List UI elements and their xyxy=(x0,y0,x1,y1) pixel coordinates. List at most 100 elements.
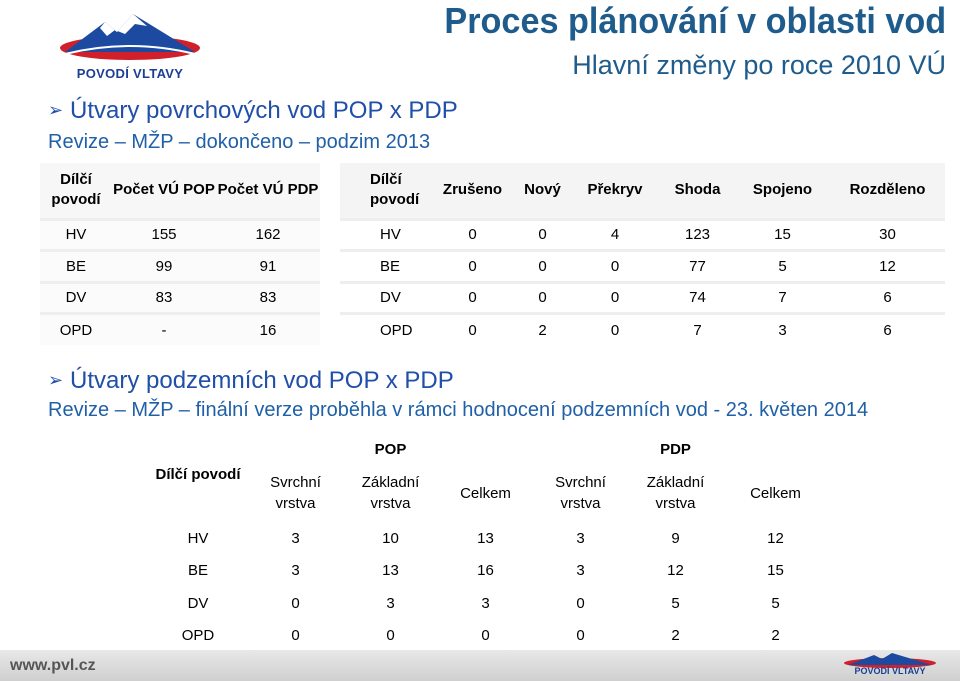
table-cell: OPD xyxy=(340,312,430,345)
table-cell: 0 xyxy=(570,280,660,314)
column-header: Svrchní vrstva xyxy=(270,474,321,512)
table-cell: 0 xyxy=(576,627,585,645)
mountain-logo-icon xyxy=(60,14,200,60)
table-cell: 12 xyxy=(667,562,684,580)
column-header: Překryv xyxy=(570,163,660,219)
table-cell: 3 xyxy=(386,594,395,612)
table-row: BE 0 0 0 77 5 12 xyxy=(340,249,945,282)
section1-sub: Revize – MŽP – dokončeno – podzim 2013 xyxy=(48,131,431,153)
table-cell: 0 xyxy=(515,217,570,251)
table-cell: 0 xyxy=(430,217,515,251)
column-header: Dílčí povodí xyxy=(40,163,112,219)
table-cell: HV xyxy=(340,217,430,251)
table-surface-changes: Dílčí povodí Zrušeno Nový Překryv Shoda … xyxy=(340,163,945,345)
table-cell: 3 xyxy=(291,562,300,580)
section1-heading-text: Útvary povrchových vod POP x PDP xyxy=(70,97,458,124)
table-cell: 5 xyxy=(735,249,830,282)
table-cell: 2 xyxy=(515,312,570,345)
table-cell: 155 xyxy=(112,217,216,251)
column-header: Spojeno xyxy=(735,163,830,219)
page-subtitle: Hlavní změny po roce 2010 VÚ xyxy=(572,50,946,80)
table-cell: 10 xyxy=(382,529,399,547)
table-row: OPD - 16 xyxy=(40,312,320,345)
table-cell: 83 xyxy=(112,280,216,314)
table-row: HV 3 10 13 3 9 12 xyxy=(148,522,828,555)
table-row: BE 3 13 16 3 12 15 xyxy=(148,555,828,588)
table-row: HV 0 0 4 123 15 30 xyxy=(340,217,945,251)
table-cell: 0 xyxy=(291,627,300,645)
table-row: DV 0 0 0 74 7 6 xyxy=(340,280,945,314)
footer-url[interactable]: www.pvl.cz xyxy=(10,657,96,674)
column-header: Základní vrstva xyxy=(361,474,420,512)
table-cell: 3 xyxy=(576,562,585,580)
table-cell: 7 xyxy=(660,312,735,345)
povodi-vltavy-logo: POVODÍ VLTAVY xyxy=(55,8,205,88)
table-cell: 3 xyxy=(481,594,490,612)
table-row: DV 83 83 xyxy=(40,280,320,314)
table-groundwater: POP PDP Dílčí povodí Svrchní vrstva Zákl… xyxy=(148,434,828,652)
column-header: Počet VÚ PDP xyxy=(216,163,320,219)
column-header: Svrchní vrstva xyxy=(555,474,606,512)
table-cell: 3 xyxy=(735,312,830,345)
table-cell: 3 xyxy=(291,529,300,547)
column-header: Dílčí povodí xyxy=(155,466,241,483)
section1-heading: ➢ Útvary povrchových vod POP x PDP xyxy=(48,97,458,125)
table-cell: 4 xyxy=(570,217,660,251)
column-header: Celkem xyxy=(460,484,511,502)
table-cell: 16 xyxy=(477,562,494,580)
table-cell: HV xyxy=(40,217,112,251)
table-cell: 0 xyxy=(291,594,300,612)
table-cell: 13 xyxy=(477,529,494,547)
table-cell: 0 xyxy=(515,249,570,282)
group-header-pop: POP xyxy=(374,440,407,458)
table-cell: DV xyxy=(40,280,112,314)
table-row: DV 0 3 3 0 5 5 xyxy=(148,587,828,620)
section2-heading-text: Útvary podzemních vod POP x PDP xyxy=(70,367,454,394)
table-cell: 0 xyxy=(430,249,515,282)
mountain-logo-icon xyxy=(844,653,936,668)
table-cell: 83 xyxy=(216,280,320,314)
table-cell: 6 xyxy=(830,280,945,314)
table-cell: BE xyxy=(187,562,208,580)
table-cell: 0 xyxy=(515,280,570,314)
arrow-bullet-icon: ➢ xyxy=(48,100,64,120)
table-cell: 0 xyxy=(386,627,395,645)
table-cell: 99 xyxy=(112,249,216,282)
table-cell: 3 xyxy=(576,529,585,547)
table-cell: 74 xyxy=(660,280,735,314)
table-cell: 0 xyxy=(430,280,515,314)
column-header: Počet VÚ POP xyxy=(112,163,216,219)
column-header: Zrušeno xyxy=(430,163,515,219)
table-cell: 9 xyxy=(671,529,680,547)
table-cell: 0 xyxy=(576,594,585,612)
table-cell: DV xyxy=(187,594,209,612)
column-header: Shoda xyxy=(660,163,735,219)
table-cell: 13 xyxy=(382,562,399,580)
table-cell: - xyxy=(112,312,216,345)
table-cell: 0 xyxy=(570,249,660,282)
table-cell: BE xyxy=(40,249,112,282)
table-surface-counts: Dílčí povodí Počet VÚ POP Počet VÚ PDP H… xyxy=(40,163,320,345)
group-header-pdp: PDP xyxy=(660,440,691,458)
table-cell: 12 xyxy=(767,529,784,547)
table-cell: OPD xyxy=(181,627,215,645)
table-cell: DV xyxy=(340,280,430,314)
table-row: BE 99 91 xyxy=(40,249,320,282)
table-cell: 5 xyxy=(671,594,680,612)
footer-bar xyxy=(0,650,960,681)
table-cell: 5 xyxy=(771,594,780,612)
table-cell: 15 xyxy=(735,217,830,251)
table-cell: OPD xyxy=(40,312,112,345)
column-header: Celkem xyxy=(750,484,801,502)
table-cell: BE xyxy=(340,249,430,282)
table-cell: 7 xyxy=(735,280,830,314)
table-cell: 162 xyxy=(216,217,320,251)
table-cell: 0 xyxy=(430,312,515,345)
footer-logo: POVODÍ VLTAVY xyxy=(840,652,940,680)
column-header: Dílčí povodí xyxy=(340,163,430,219)
footer-logo-text: POVODÍ VLTAVY xyxy=(854,666,926,676)
column-header: Nový xyxy=(515,163,570,219)
table-cell: 2 xyxy=(771,627,780,645)
table-cell: 15 xyxy=(767,562,784,580)
section2-sub: Revize – MŽP – finální verze proběhla v … xyxy=(48,399,869,421)
